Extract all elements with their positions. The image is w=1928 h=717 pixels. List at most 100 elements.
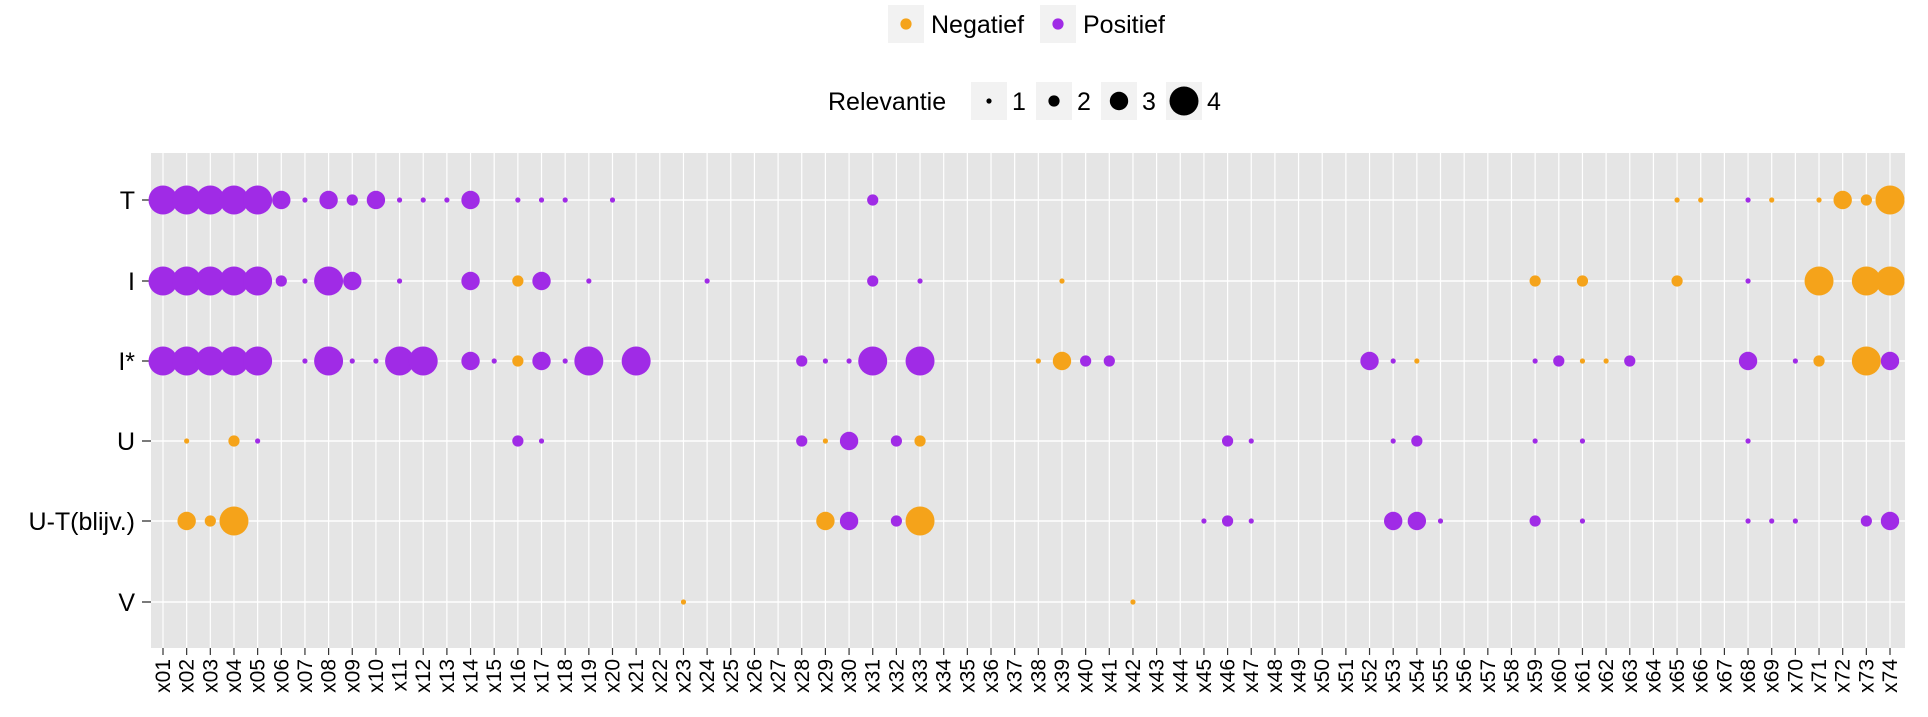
point-x11-t	[396, 197, 403, 203]
xtick-label-x37: x37	[1004, 659, 1027, 693]
point-x46-u-t-blijv	[1221, 515, 1234, 527]
point-x08-i	[314, 266, 344, 296]
xtick-label-x58: x58	[1500, 659, 1523, 693]
point-x68-u-t-blijv	[1745, 518, 1751, 524]
xtick-label-x13: x13	[436, 659, 459, 693]
point-x16-t	[515, 197, 521, 203]
xtick-label-x26: x26	[743, 659, 766, 693]
point-x14-i	[461, 351, 480, 371]
point-x03-i	[195, 346, 225, 376]
xtick-label-x04: x04	[223, 659, 246, 693]
xtick-label-x45: x45	[1193, 659, 1216, 693]
point-x73-i	[1851, 266, 1881, 296]
point-x19-i	[586, 278, 592, 284]
point-x65-t	[1674, 197, 1680, 203]
point-x71-i	[1813, 355, 1825, 367]
size-legend: Relevantie 1 2 3 4	[828, 82, 1221, 120]
point-x59-i	[1529, 275, 1541, 287]
xtick-label-x31: x31	[862, 659, 885, 693]
point-x31-i	[858, 346, 888, 376]
size-legend-item-4: 4	[1166, 82, 1221, 120]
xtick-label-x36: x36	[980, 659, 1003, 693]
point-x32-u	[890, 435, 902, 447]
point-x29-u-t-blijv	[816, 511, 835, 531]
point-x11-i	[396, 278, 403, 284]
x-axis: x01 x02 x03 x04 x05 x06 x07 x08 x09 x10 x11 x12 x13 x…	[152, 648, 1902, 693]
point-x39-i	[1059, 278, 1065, 284]
xtick-label-x41: x41	[1098, 659, 1121, 693]
grid-lines	[151, 153, 1905, 648]
xtick-label-x14: x14	[460, 659, 483, 693]
point-x24-i	[704, 278, 710, 284]
point-x54-u	[1411, 435, 1423, 447]
xtick-label-x73: x73	[1855, 659, 1878, 693]
legend-dot-positief	[1052, 18, 1064, 30]
point-x04-u	[228, 435, 240, 447]
point-x11-i	[385, 346, 415, 376]
point-x01-t	[148, 185, 178, 215]
xtick-label-x40: x40	[1075, 659, 1098, 693]
legend-item-positief: Positief	[1040, 5, 1165, 43]
point-x09-i	[343, 271, 362, 291]
xtick-label-x51: x51	[1335, 659, 1358, 693]
point-x73-u-t-blijv	[1860, 515, 1872, 527]
xtick-label-x70: x70	[1784, 659, 1807, 693]
point-x02-i	[172, 346, 202, 376]
point-x32-u-t-blijv	[890, 515, 902, 527]
point-x69-u-t-blijv	[1769, 518, 1775, 524]
size-legend-label-4: 4	[1207, 88, 1221, 116]
xtick-label-x15: x15	[483, 659, 506, 693]
point-x01-i	[148, 266, 178, 296]
xtick-label-x44: x44	[1169, 659, 1192, 693]
xtick-label-x71: x71	[1808, 659, 1831, 693]
xtick-label-x72: x72	[1832, 659, 1855, 693]
xtick-label-x08: x08	[318, 659, 341, 693]
point-x38-i	[1035, 358, 1041, 364]
point-x54-i	[1414, 358, 1420, 364]
point-x29-u	[822, 438, 829, 444]
xtick-label-x55: x55	[1430, 659, 1453, 693]
point-x21-i	[621, 346, 651, 376]
size-legend-item-3: 3	[1101, 82, 1156, 120]
ytick-label-i: I	[128, 268, 135, 296]
point-x74-i	[1875, 266, 1905, 296]
point-x07-i	[302, 278, 308, 284]
legend-label-positief: Positief	[1083, 11, 1165, 39]
point-x17-t	[538, 197, 545, 203]
legend-dot-negatief	[900, 18, 912, 30]
xtick-label-x54: x54	[1406, 659, 1429, 693]
point-x17-i	[532, 271, 551, 291]
plot-panel	[151, 153, 1905, 648]
point-x04-t	[219, 185, 249, 215]
point-x70-u-t-blijv	[1792, 518, 1798, 524]
point-x40-i	[1080, 355, 1092, 367]
point-x05-u	[255, 438, 261, 444]
point-x19-i	[574, 346, 604, 376]
xtick-label-x42: x42	[1122, 659, 1145, 693]
xtick-label-x49: x49	[1288, 659, 1311, 693]
xtick-label-x64: x64	[1642, 659, 1665, 693]
point-x05-i	[243, 346, 273, 376]
xtick-label-x24: x24	[696, 659, 719, 693]
point-x18-t	[562, 197, 568, 203]
xtick-label-x43: x43	[1146, 659, 1169, 693]
point-x62-i	[1603, 358, 1609, 364]
point-x68-t	[1745, 197, 1751, 203]
size-legend-dot-2	[1048, 95, 1060, 107]
point-x10-i	[373, 358, 379, 364]
point-x08-i	[314, 346, 344, 376]
xtick-label-x34: x34	[933, 659, 956, 693]
legend-item-negatief: Negatief	[888, 5, 1024, 43]
point-x52-i	[1360, 351, 1379, 371]
xtick-label-x22: x22	[649, 659, 672, 693]
point-x55-u-t-blijv	[1437, 518, 1444, 524]
ytick-label-v: V	[118, 589, 135, 617]
point-x33-i	[905, 346, 935, 376]
xtick-label-x38: x38	[1027, 659, 1050, 693]
point-x72-t	[1833, 190, 1852, 210]
point-x33-u-t-blijv	[905, 506, 935, 536]
point-x06-i	[275, 275, 287, 287]
size-legend-label-3: 3	[1142, 88, 1156, 116]
point-x71-t	[1816, 197, 1822, 203]
